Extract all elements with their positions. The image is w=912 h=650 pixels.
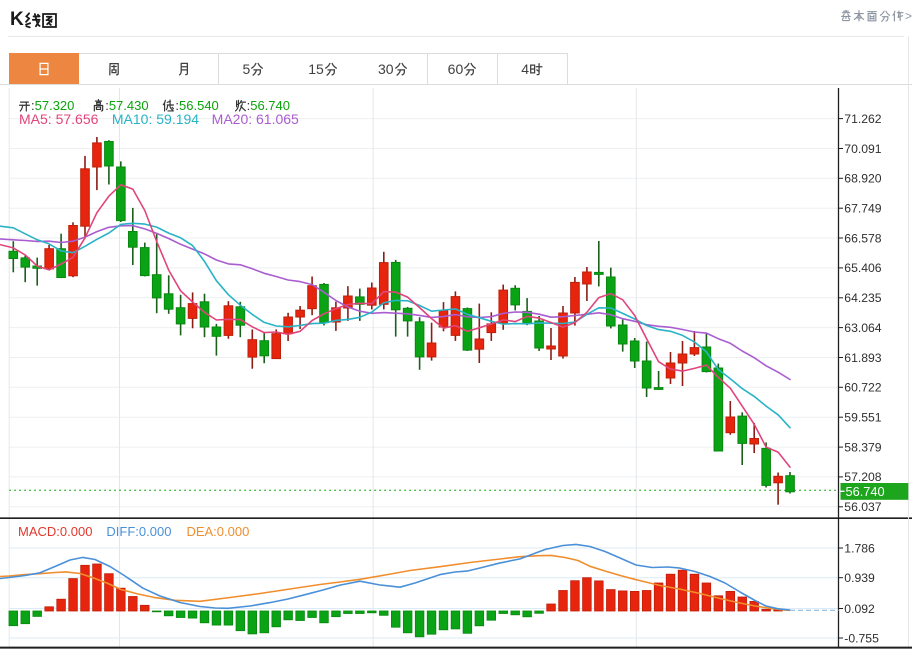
- svg-text:60.722: 60.722: [844, 381, 881, 395]
- svg-text:0.939: 0.939: [844, 571, 875, 585]
- svg-text:0.092: 0.092: [844, 602, 875, 616]
- svg-text:70.091: 70.091: [844, 142, 881, 156]
- svg-text:57.208: 57.208: [844, 470, 881, 484]
- svg-text:-0.755: -0.755: [844, 631, 879, 645]
- svg-text:64.235: 64.235: [844, 291, 881, 305]
- svg-text:67.749: 67.749: [844, 202, 881, 216]
- svg-text:61.893: 61.893: [844, 351, 881, 365]
- svg-text:66.578: 66.578: [844, 231, 881, 245]
- svg-text:59.551: 59.551: [844, 411, 881, 425]
- svg-text:71.262: 71.262: [844, 112, 881, 126]
- svg-text:65.406: 65.406: [844, 261, 881, 275]
- svg-text:63.064: 63.064: [844, 321, 881, 335]
- svg-text:56.037: 56.037: [844, 500, 881, 514]
- svg-text:58.379: 58.379: [844, 440, 881, 454]
- svg-text:56.740: 56.740: [846, 484, 885, 499]
- svg-text:1.786: 1.786: [844, 541, 875, 555]
- svg-text:68.920: 68.920: [844, 172, 881, 186]
